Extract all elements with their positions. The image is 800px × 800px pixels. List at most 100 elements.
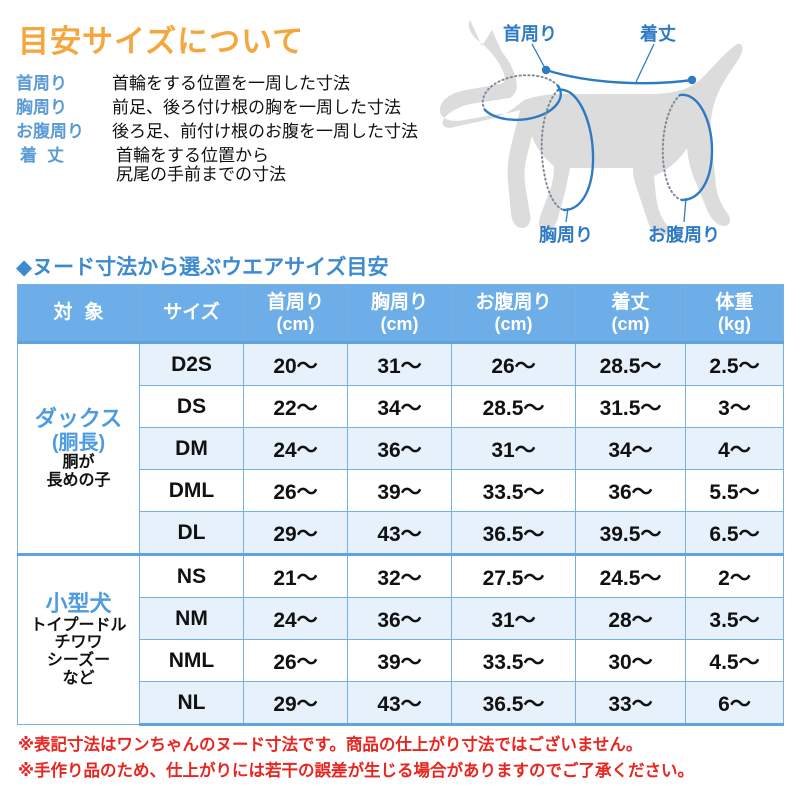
cell-neck: 26～ bbox=[243, 469, 348, 512]
legend-item-neck: 首周り 首輪をする位置を一周した寸法 bbox=[16, 74, 456, 93]
cell-size: DL bbox=[139, 511, 244, 556]
table-row: ダックス (胴長) 胴が 長めの子 D2S 20～ 31～ 26～ 28.5～ … bbox=[17, 341, 784, 555]
footnotes: ※表記寸法はワンちゃんのヌード寸法です。商品の仕上がり寸法ではございません。 ※… bbox=[18, 733, 788, 784]
cell-neck: 29～ bbox=[243, 511, 348, 556]
target-note-small-dog-4: など bbox=[62, 670, 95, 688]
leader-chest bbox=[565, 207, 569, 223]
table-header-row: 対象 サイズ 首周り (cm) 胸周り (cm) お腹周り (cm) bbox=[17, 284, 784, 343]
table-row: DL 29～ 43～ 36.5～ 39.5～ 6.5～ bbox=[18, 511, 784, 556]
cell-chest: 34～ bbox=[347, 385, 452, 428]
cell-length: 28.5～ bbox=[575, 341, 686, 386]
cell-size: NML bbox=[139, 639, 244, 682]
table-head: 対象 サイズ 首周り (cm) 胸周り (cm) お腹周り (cm) bbox=[17, 284, 784, 343]
cell-length: 36～ bbox=[575, 469, 686, 512]
th-neck-unit: (cm) bbox=[276, 313, 315, 334]
cell-neck: 24～ bbox=[243, 427, 348, 470]
legend-desc-length-line1: 首輪をする位置から bbox=[116, 146, 269, 166]
cell-neck: 29～ bbox=[243, 681, 348, 726]
leader-lines bbox=[531, 43, 687, 223]
target-note-dachshund-1: 胴が bbox=[62, 454, 95, 472]
cell-weight: 2.5～ bbox=[685, 341, 784, 386]
section-heading: ◆ヌード寸法から選ぶウエアサイズ目安 bbox=[16, 256, 389, 279]
cell-length: 33～ bbox=[575, 681, 686, 726]
legend-desc-chest: 前足、後ろ付け根の胸を一周した寸法 bbox=[112, 98, 401, 118]
legend-desc-neck: 首輪をする位置を一周した寸法 bbox=[112, 74, 350, 93]
cell-belly: 36.5～ bbox=[451, 681, 576, 726]
table-row: DM 24～ 36～ 31～ 34～ 4～ bbox=[18, 427, 784, 470]
legend-item-length: 着丈 首輪をする位置から 尻尾の手前までの寸法 bbox=[16, 146, 456, 184]
legend-term-length: 着丈 bbox=[20, 146, 74, 166]
size-table: 対象 サイズ 首周り (cm) 胸周り (cm) お腹周り (cm) bbox=[17, 284, 784, 726]
diagram-label-length: 着丈 bbox=[640, 23, 676, 44]
th-length-label: 着丈 bbox=[611, 292, 650, 314]
cell-neck: 20～ bbox=[243, 341, 348, 386]
th-neck: 首周り (cm) bbox=[243, 284, 348, 343]
cell-size: NS bbox=[139, 553, 244, 598]
legend-term-belly: お腹周り bbox=[16, 122, 84, 142]
measurement-legend: 首周り 首輪をする位置を一周した寸法 胸周り 前足、後ろ付け根の胸を一周した寸法… bbox=[16, 74, 456, 189]
cell-length: 39.5～ bbox=[575, 511, 686, 556]
table-row: DS 22～ 34～ 28.5～ 31.5～ 3～ bbox=[18, 385, 784, 428]
cell-size: D2S bbox=[139, 341, 244, 386]
th-chest-label: 胸周り bbox=[370, 292, 428, 314]
cell-belly: 31～ bbox=[451, 597, 576, 640]
cell-size: NM bbox=[139, 597, 244, 640]
target-sub-dachshund: (胴長) bbox=[51, 431, 106, 454]
th-length-unit: (cm) bbox=[611, 313, 650, 334]
cell-chest: 43～ bbox=[347, 681, 452, 726]
cell-length: 30～ bbox=[575, 639, 686, 682]
target-main-small-dog: 小型犬 bbox=[45, 590, 112, 616]
cell-length: 31.5～ bbox=[575, 385, 686, 428]
cell-belly: 27.5～ bbox=[451, 553, 576, 598]
cell-chest: 31～ bbox=[347, 341, 452, 386]
target-note-small-dog-3: シーズー bbox=[46, 652, 111, 670]
cell-size: DML bbox=[139, 469, 244, 512]
footnote-1: ※表記寸法はワンちゃんのヌード寸法です。商品の仕上がり寸法ではございません。 bbox=[18, 736, 643, 754]
cell-weight: 6.5～ bbox=[685, 511, 784, 556]
table-body: ダックス (胴長) 胴が 長めの子 D2S 20～ 31～ 26～ 28.5～ … bbox=[17, 341, 784, 726]
length-measure-line bbox=[541, 65, 697, 85]
neck-measure-ellipse bbox=[481, 74, 562, 121]
cell-neck: 26～ bbox=[243, 639, 348, 682]
th-weight-unit: (kg) bbox=[718, 313, 751, 334]
cell-chest: 32～ bbox=[347, 553, 452, 598]
table-row: NM 24～ 36～ 31～ 28～ 3.5～ bbox=[18, 597, 784, 640]
target-note-small-dog-2: チワワ bbox=[54, 634, 103, 652]
legend-desc-belly: 後ろ足、前付け根のお腹を一周した寸法 bbox=[112, 122, 418, 142]
legend-term-chest: 胸周り bbox=[16, 98, 67, 118]
cell-belly: 26～ bbox=[451, 341, 576, 386]
table-row: DML 26～ 39～ 33.5～ 36～ 5.5～ bbox=[18, 469, 784, 512]
leader-neck bbox=[531, 43, 547, 71]
th-chest-unit: (cm) bbox=[380, 313, 419, 334]
belly-measure-ellipse bbox=[661, 93, 714, 202]
th-belly-label: お腹周り bbox=[475, 292, 552, 314]
cell-length: 24.5～ bbox=[575, 553, 686, 598]
th-chest: 胸周り (cm) bbox=[347, 284, 452, 343]
legend-term-neck: 首周り bbox=[16, 74, 67, 93]
target-note-small-dog-1: トイプードル bbox=[30, 616, 127, 634]
cell-weight: 3.5～ bbox=[685, 597, 784, 640]
cell-belly: 28.5～ bbox=[451, 385, 576, 428]
cell-chest: 43～ bbox=[347, 511, 452, 556]
cell-weight: 2～ bbox=[685, 553, 784, 598]
cell-belly: 33.5～ bbox=[451, 639, 576, 682]
chest-measure-ellipse bbox=[540, 88, 595, 212]
table-row: NL 29～ 43～ 36.5～ 33～ 6～ bbox=[18, 681, 784, 726]
th-target: 対象 bbox=[17, 284, 140, 343]
target-cell-small-dog: 小型犬 トイプードル チワワ シーズー など bbox=[17, 553, 140, 725]
table-row: 小型犬 トイプードル チワワ シーズー など NS 21～ 32～ 27.5～ … bbox=[17, 553, 784, 725]
legend-item-chest: 胸周り 前足、後ろ付け根の胸を一周した寸法 bbox=[16, 98, 456, 117]
cell-weight: 3～ bbox=[685, 385, 784, 428]
target-main-dachshund: ダックス bbox=[34, 406, 123, 432]
cell-chest: 39～ bbox=[347, 469, 452, 512]
dog-silhouette-icon bbox=[440, 20, 743, 236]
table-row: NML 26～ 39～ 33.5～ 30～ 4.5～ bbox=[18, 639, 784, 682]
cell-neck: 21～ bbox=[243, 553, 348, 598]
cell-chest: 36～ bbox=[347, 597, 452, 640]
cell-size: NL bbox=[139, 681, 244, 726]
th-weight: 体重 (kg) bbox=[685, 284, 784, 343]
cell-length: 34～ bbox=[575, 427, 686, 470]
cell-neck: 22～ bbox=[243, 385, 348, 428]
cell-belly: 31～ bbox=[451, 427, 576, 470]
